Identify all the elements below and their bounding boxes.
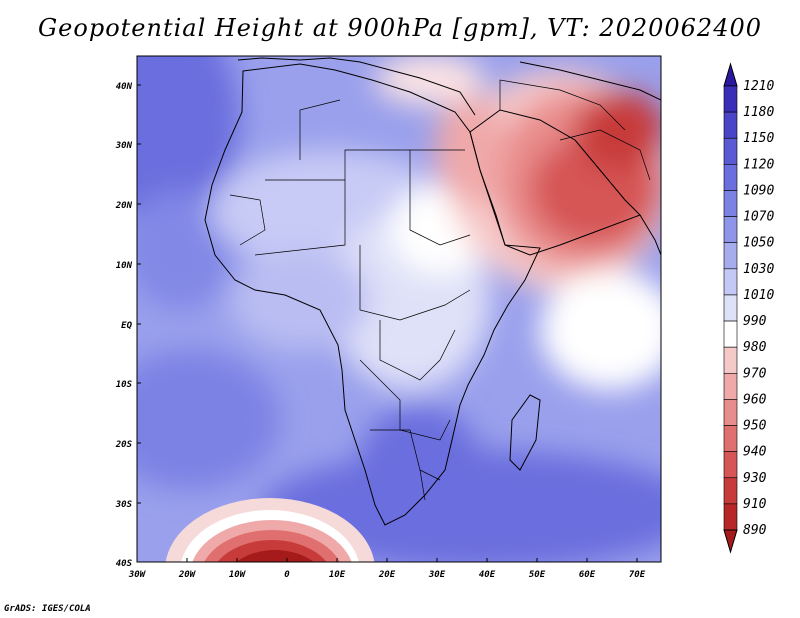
colorbar-swatch bbox=[723, 294, 738, 322]
credit-label: GrADS: IGES/COLA bbox=[4, 604, 91, 614]
colorbar-label: 890 bbox=[743, 523, 767, 538]
colorbar-label: 1180 bbox=[743, 105, 774, 120]
colorbar-label: 1070 bbox=[743, 210, 774, 225]
x-tick-label: 60E bbox=[579, 570, 596, 580]
x-tick-label: 10W bbox=[229, 570, 247, 580]
colorbar-label: 970 bbox=[743, 366, 767, 381]
x-tick-label: 30W bbox=[128, 570, 147, 580]
y-tick-label: 10N bbox=[116, 261, 133, 271]
colorbar-swatch bbox=[723, 320, 738, 348]
arabia-coastline bbox=[469, 109, 641, 256]
colorbar-label: 950 bbox=[743, 419, 767, 434]
colorbar-label: 940 bbox=[743, 445, 767, 460]
colorbar-label: 980 bbox=[743, 340, 767, 355]
colorbar-swatch bbox=[723, 111, 738, 139]
colorbar-label: 1010 bbox=[743, 288, 774, 303]
madagascar-coastline bbox=[509, 394, 541, 471]
colorbar-swatch bbox=[723, 425, 738, 452]
colorbar-label: 1050 bbox=[743, 236, 774, 251]
coastlines bbox=[204, 57, 661, 526]
map-title: Geopotential Height at 900hPa [gpm], VT:… bbox=[38, 14, 762, 42]
country-borders bbox=[229, 79, 651, 501]
y-tick-label: 20S bbox=[115, 440, 133, 450]
x-tick-label: 0 bbox=[284, 570, 290, 580]
x-tick-label: 10E bbox=[329, 570, 346, 580]
colorbar-swatch bbox=[723, 451, 738, 479]
x-tick-label: 70E bbox=[629, 570, 646, 580]
colorbar-swatch bbox=[723, 137, 738, 165]
colorbar-label: 1120 bbox=[743, 157, 774, 172]
colorbar-label: 1210 bbox=[743, 79, 774, 94]
colorbar-arrow-bottom bbox=[723, 529, 738, 554]
y-tick-label: 30S bbox=[115, 500, 133, 510]
colorbar-swatch bbox=[723, 503, 738, 531]
x-tick-label: 30E bbox=[428, 570, 446, 580]
colorbar-swatch bbox=[723, 242, 738, 270]
x-tick-label: 20E bbox=[378, 570, 396, 580]
colorbar-swatch bbox=[723, 85, 738, 113]
colorbar-swatch bbox=[723, 268, 738, 296]
colorbar-label: 1090 bbox=[743, 183, 774, 198]
x-tick-label: 50E bbox=[529, 570, 546, 580]
height-field bbox=[137, 56, 661, 562]
y-tick-label: EQ bbox=[121, 321, 132, 331]
colorbar-label: 930 bbox=[743, 471, 767, 486]
y-tick-label: 30N bbox=[115, 141, 133, 151]
y-tick-label: 20N bbox=[115, 201, 133, 211]
colorbar-arrow-top bbox=[723, 62, 738, 87]
y-tick-label: 10S bbox=[116, 380, 133, 390]
colorbar-swatch bbox=[723, 399, 738, 426]
colorbar-swatch bbox=[723, 346, 738, 374]
x-tick-label: 20W bbox=[178, 570, 197, 580]
colorbar-swatch bbox=[723, 216, 738, 244]
colorbar-label: 1030 bbox=[743, 262, 774, 277]
south-atlantic-low bbox=[165, 498, 375, 562]
plot-frame bbox=[136, 55, 662, 563]
colorbar-label: 990 bbox=[743, 314, 767, 329]
colorbar-label: 1150 bbox=[743, 131, 774, 146]
y-axis: 40N 30N 20N 10N EQ 10S 20S 30S 40S bbox=[115, 82, 141, 569]
colorbar-swatch bbox=[723, 372, 738, 400]
asia-coastline bbox=[519, 61, 661, 101]
x-axis: 30W 20W 10W 0 10E 20E 30E 40E 50E 60E 70… bbox=[128, 558, 646, 580]
colorbar-swatch bbox=[723, 477, 738, 505]
y-tick-label: 40N bbox=[116, 82, 133, 92]
europe-coastline bbox=[237, 57, 476, 116]
colorbar-label: 960 bbox=[743, 392, 767, 407]
colorbar-swatch bbox=[723, 190, 738, 217]
x-tick-label: 40E bbox=[479, 570, 496, 580]
y-tick-label: 40S bbox=[116, 559, 133, 569]
india-coastline bbox=[639, 214, 661, 256]
colorbar-label: 910 bbox=[743, 497, 767, 512]
colorbar-swatch bbox=[723, 164, 738, 191]
colorbar: 1210 1180 1150 1120 1090 1070 1050 1030 1010 990 9… bbox=[723, 62, 774, 554]
